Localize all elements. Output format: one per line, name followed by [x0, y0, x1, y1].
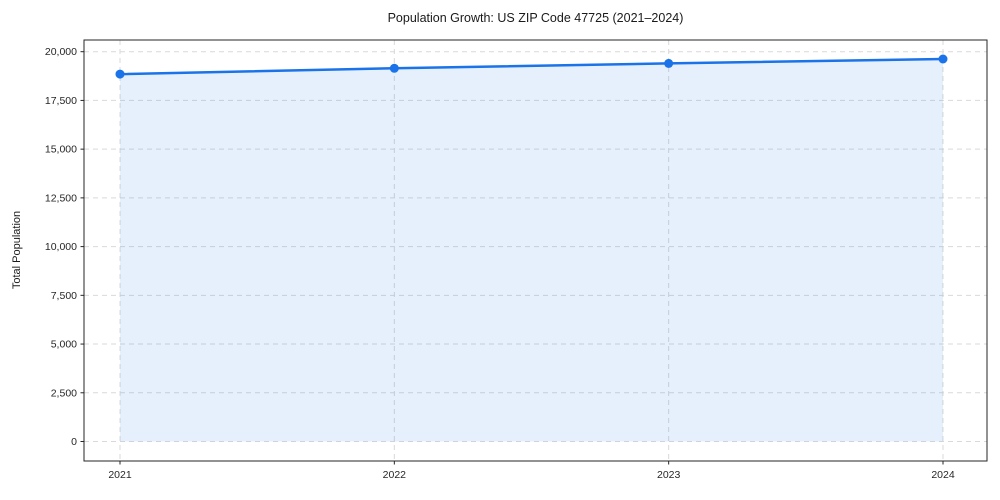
- y-tick-label: 10,000: [45, 241, 77, 253]
- y-tick-label: 17,500: [45, 95, 77, 107]
- x-tick-label: 2021: [108, 469, 132, 481]
- y-tick-label: 2,500: [51, 387, 77, 399]
- y-tick-label: 7,500: [51, 290, 77, 302]
- data-point-marker: [115, 69, 125, 79]
- y-tick-label: 12,500: [45, 192, 77, 204]
- data-point-marker: [938, 54, 948, 64]
- x-tick-label: 2022: [383, 469, 407, 481]
- plot-frame: [83, 39, 988, 462]
- trend-line: [118, 57, 945, 76]
- y-tick-label: 0: [71, 436, 77, 448]
- x-tick-label: 2024: [931, 469, 955, 481]
- chart-title: Population Growth: US ZIP Code 47725 (20…: [387, 11, 684, 25]
- y-tick-label: 5,000: [51, 339, 77, 351]
- y-tick-label: 15,000: [45, 144, 77, 156]
- x-tick-label: 2023: [657, 469, 681, 481]
- data-point-marker: [389, 63, 399, 73]
- y-tick-label: 20,000: [45, 46, 77, 58]
- area-fill: [120, 59, 943, 442]
- data-point-marker: [664, 58, 674, 68]
